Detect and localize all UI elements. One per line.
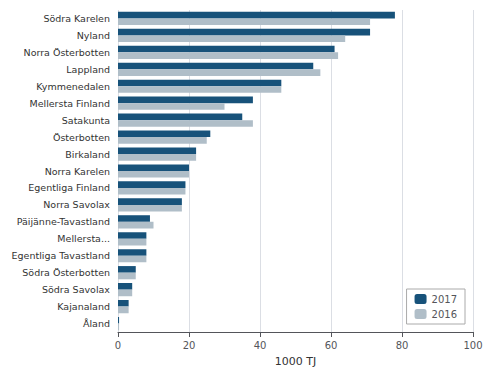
svg-text:0: 0 (115, 340, 121, 351)
svg-text:Södra Savolax: Södra Savolax (42, 284, 110, 295)
svg-text:Egentliga Tavastland: Egentliga Tavastland (12, 250, 110, 261)
svg-text:Mellersta...: Mellersta... (57, 233, 110, 244)
svg-text:2017: 2017 (432, 294, 457, 305)
svg-text:Päijänne-Tavastland: Päijänne-Tavastland (17, 216, 110, 227)
svg-text:Mellersta Finland: Mellersta Finland (29, 98, 110, 109)
svg-text:Norra Karelen: Norra Karelen (45, 166, 110, 177)
svg-text:Lappland: Lappland (66, 64, 110, 75)
svg-text:40: 40 (254, 340, 267, 351)
svg-text:2016: 2016 (432, 309, 457, 320)
svg-text:60: 60 (325, 340, 338, 351)
svg-text:Satakunta: Satakunta (62, 115, 110, 126)
svg-text:Åland: Åland (83, 318, 110, 329)
svg-text:20: 20 (183, 340, 196, 351)
svg-text:Norra Österbotten: Norra Österbotten (24, 47, 110, 58)
svg-text:100: 100 (463, 340, 482, 351)
svg-text:Nyland: Nyland (77, 30, 110, 41)
svg-text:Södra Karelen: Södra Karelen (43, 13, 110, 24)
svg-text:Norra Savolax: Norra Savolax (43, 199, 110, 210)
svg-text:80: 80 (396, 340, 409, 351)
svg-text:1000 TJ: 1000 TJ (275, 355, 316, 368)
svg-text:Birkaland: Birkaland (65, 149, 110, 160)
svg-text:Egentliga Finland: Egentliga Finland (28, 182, 110, 193)
svg-text:Kajanaland: Kajanaland (57, 301, 110, 312)
svg-text:Södra Österbotten: Södra Österbotten (22, 267, 110, 278)
svg-text:Österbotten: Österbotten (53, 132, 110, 143)
svg-text:Kymmenedalen: Kymmenedalen (36, 81, 110, 92)
